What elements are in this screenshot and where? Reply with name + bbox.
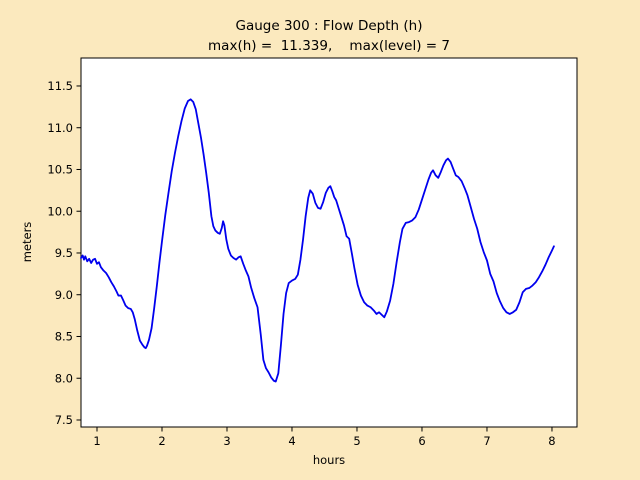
chart-title-block: Gauge 300 : Flow Depth (h) max(h) = 11.3… [81,16,577,56]
chart-title: Gauge 300 : Flow Depth (h) [235,18,423,34]
flow-depth-line [80,98,555,383]
x-tick-label: 3 [223,434,230,448]
plot-area [80,57,578,428]
x-tick-label: 5 [353,434,360,448]
y-axis-label: meters [20,221,34,263]
chart-subtitle: max(h) = 11.339, max(level) = 7 [208,38,450,54]
y-tick-label: 8.5 [55,330,73,344]
x-axis-label: hours [312,453,346,467]
x-tick-label: 8 [548,434,555,448]
y-axis-ticks: 7.5 8.0 8.5 9.0 9.5 10.0 10.5 11.0 11.5 [47,79,81,427]
y-tick-label: 11.5 [47,79,73,93]
x-tick-label: 6 [418,434,425,448]
x-tick-label: 1 [93,434,100,448]
y-tick-label: 10.0 [47,204,73,218]
y-tick-label: 10.5 [47,163,73,177]
x-tick-label: 2 [158,434,165,448]
y-tick-label: 9.0 [55,288,73,302]
x-tick-label: 7 [483,434,490,448]
y-tick-label: 11.0 [47,121,73,135]
y-tick-label: 8.0 [55,371,73,385]
x-axis-ticks: 1 2 3 4 5 6 7 8 [93,427,556,448]
y-tick-label: 9.5 [55,246,73,260]
y-tick-label: 7.5 [55,413,73,427]
x-tick-label: 4 [288,434,295,448]
